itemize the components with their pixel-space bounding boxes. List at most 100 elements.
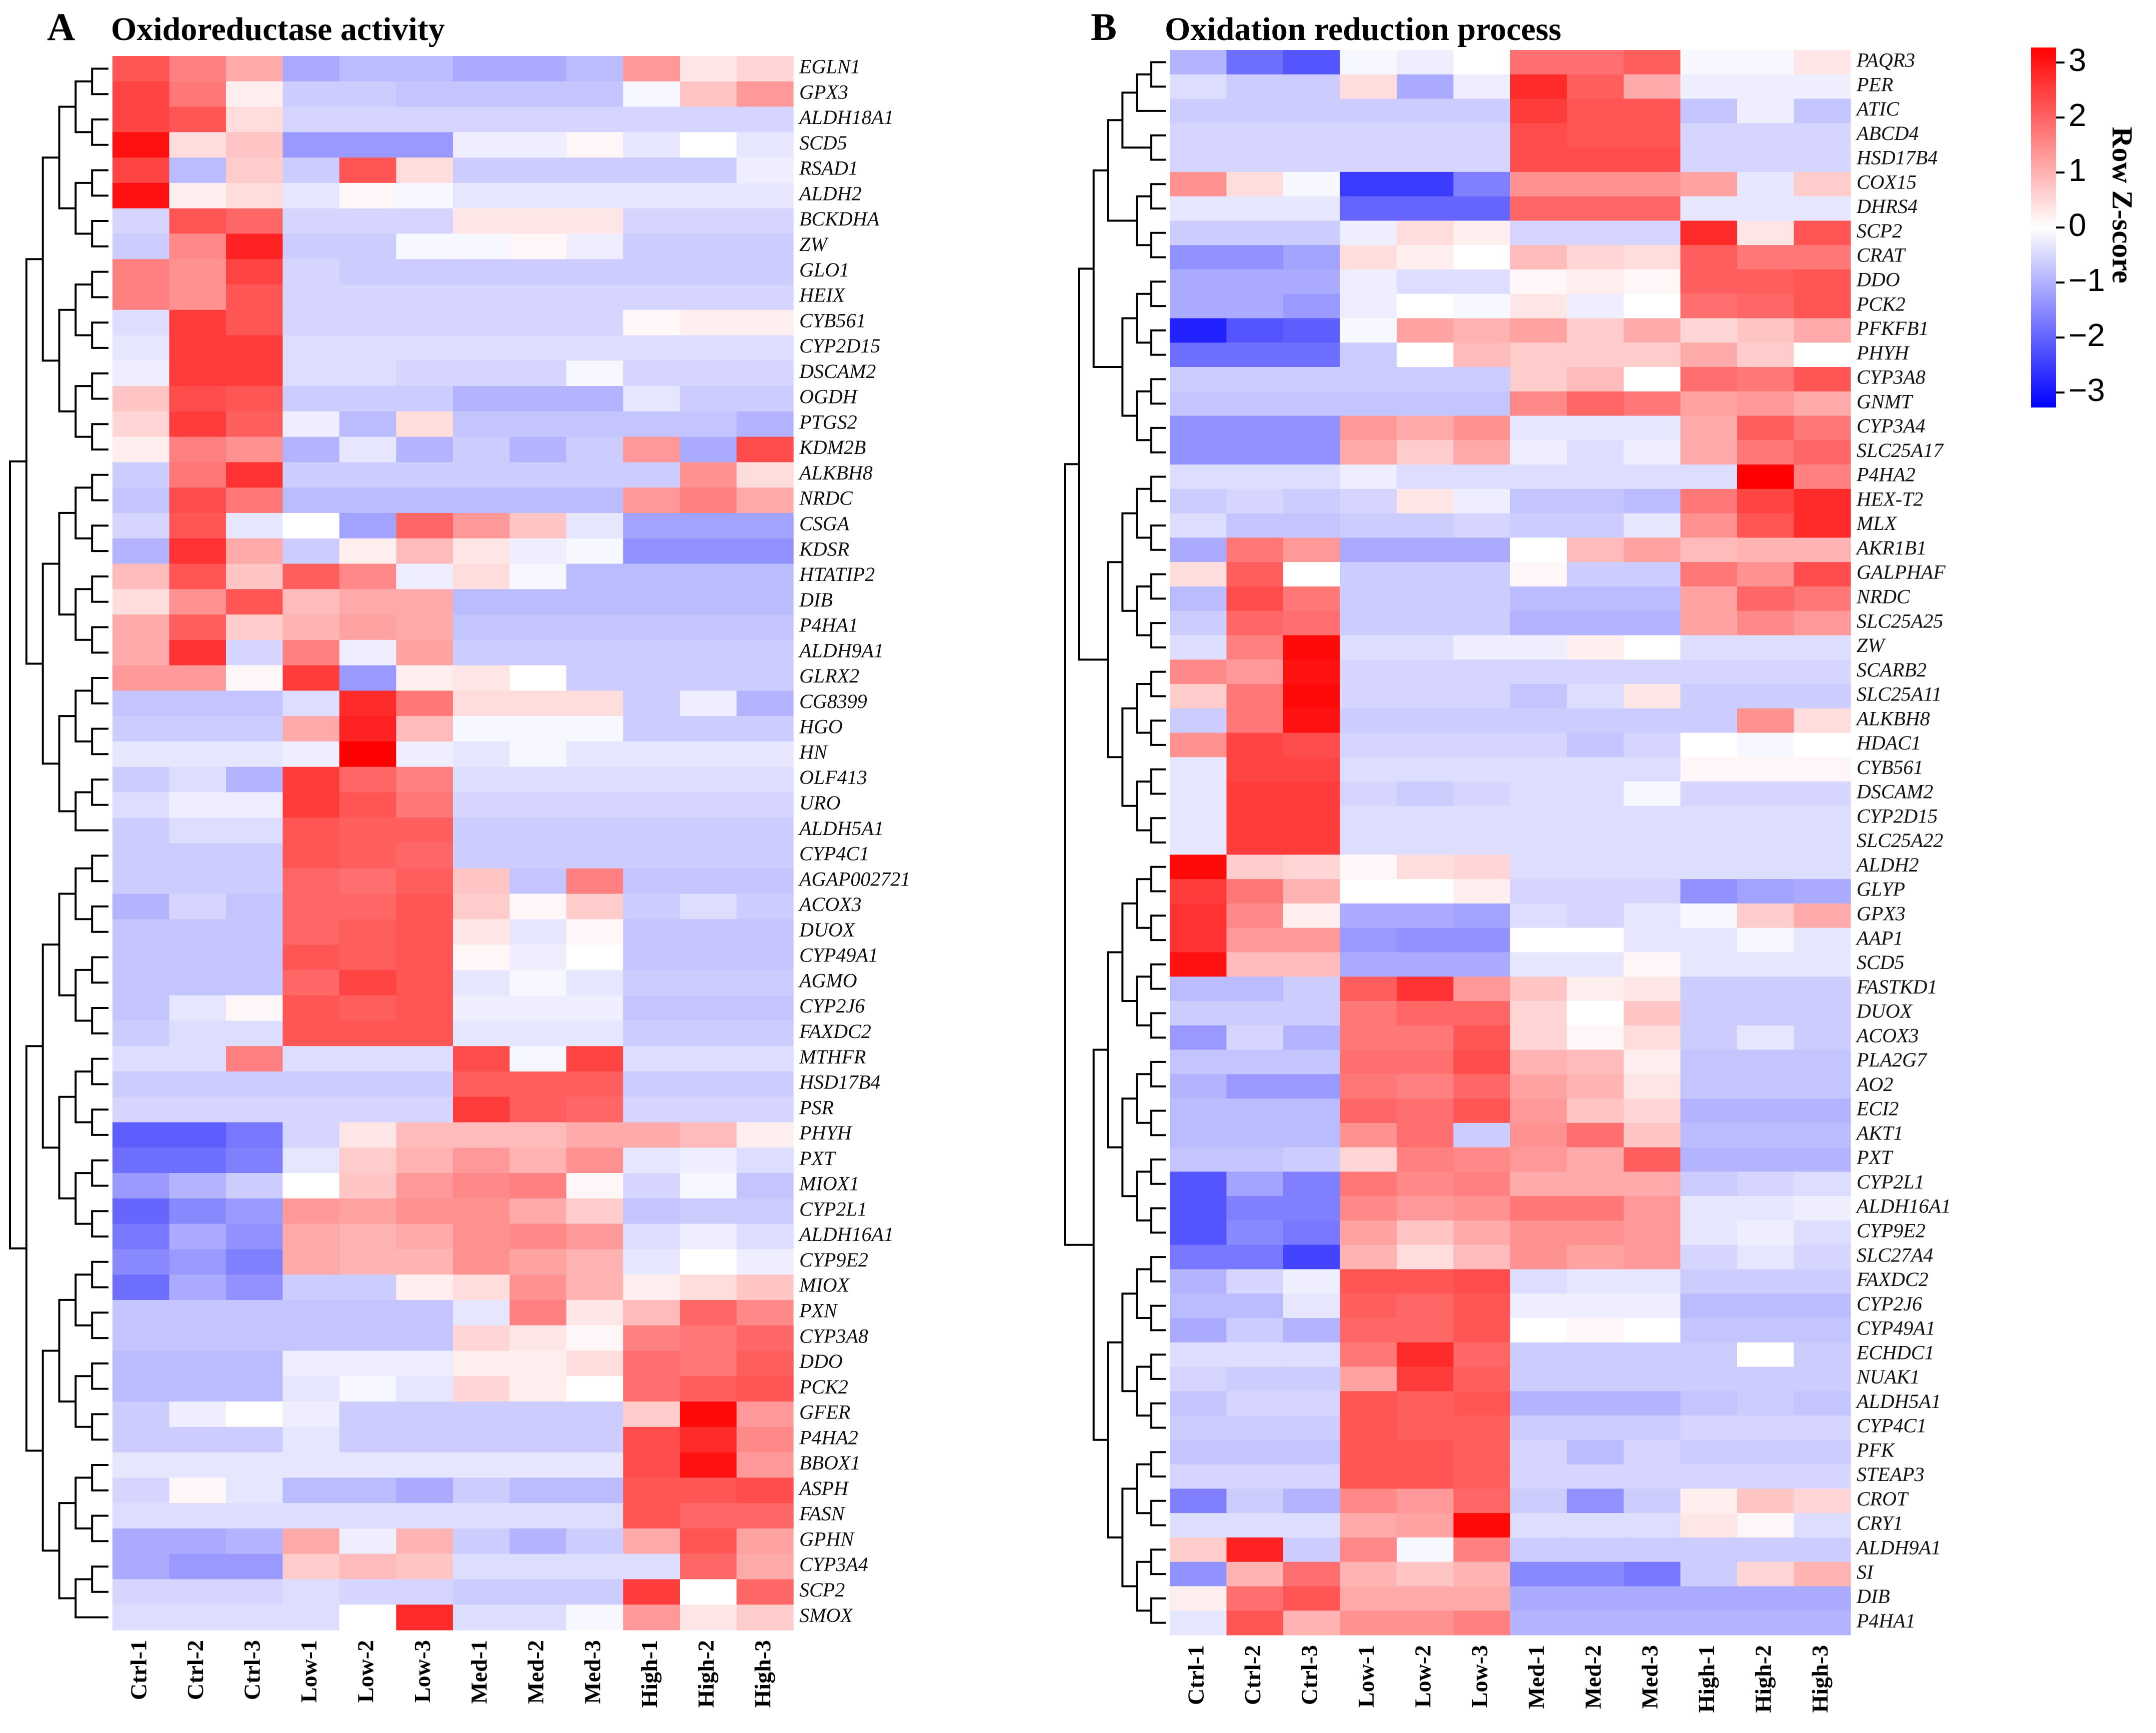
heatmap-cell [1737,1610,1795,1636]
dendrogram-branch [1121,1488,1137,1588]
heatmap-cell [1624,1562,1681,1587]
heatmap-cell [1397,1244,1454,1270]
gene-label: FASTKD1 [1856,976,1938,998]
gene-label: SMOX [799,1604,853,1626]
panel-a-column-labels: Ctrl-1 Ctrl-2 Ctrl-3 Low-1 Low-2 Low-3 Med-1 Me… [125,1640,775,1708]
heatmap-cell [339,614,397,640]
heatmap-cell [566,1224,624,1250]
heatmap-cell [169,1071,226,1098]
heatmap-cell [169,360,226,386]
heatmap-cell [1453,708,1511,734]
heatmap-cell [1453,1147,1511,1172]
heatmap-cell [1397,830,1454,855]
heatmap-cell [282,843,340,869]
heatmap-cell [453,411,510,438]
gene-label: ECI2 [1856,1098,1899,1120]
gene-label: HSD17B4 [1856,146,1938,169]
heatmap-cell [1226,1025,1284,1050]
dendrogram-branch [1121,1292,1137,1392]
dendrogram-branch [91,1260,108,1288]
heatmap-cell [680,1148,737,1174]
heatmap-cell [169,1478,226,1504]
heatmap-cell [339,690,397,716]
heatmap-cell [1170,1269,1227,1294]
gene-label: CYP3A4 [1857,414,1926,437]
heatmap-cell [1794,488,1851,514]
heatmap-cell [1794,635,1851,660]
heatmap-cell [1794,342,1851,368]
dendrogram-branch [1121,1098,1137,1198]
heatmap-cell [226,360,283,386]
heatmap-cell [1680,635,1738,660]
dendrogram-branch [1150,1158,1166,1185]
heatmap-cell [1453,464,1511,490]
heatmap-cell [1170,1464,1227,1489]
heatmap-cell [1283,1586,1341,1611]
heatmap-cell [1567,1440,1624,1465]
heatmap-cell [1226,952,1284,977]
heatmap-cell [226,1325,283,1352]
dendrogram-branch [1150,329,1166,356]
sample-label: High-2 [1750,1645,1776,1712]
heatmap-cell [1283,732,1341,758]
heatmap-cell [1340,318,1397,343]
heatmap-cell [1567,1416,1624,1440]
dendrogram-branch [1150,1060,1166,1088]
heatmap-cell [509,1554,567,1580]
heatmap-cell [1794,98,1851,124]
heatmap-cell [339,1173,397,1199]
heatmap-cell [1737,879,1795,904]
heatmap-cell [1510,245,1568,270]
heatmap-cell [396,894,453,920]
heatmap-cell [1340,635,1397,660]
heatmap-cell [1737,513,1795,538]
dendrogram-branch [1150,61,1166,88]
gene-label: CSGA [799,512,850,534]
heatmap-cell [169,995,226,1022]
heatmap-cell [1340,1172,1397,1196]
gene-label: PER [1856,73,1893,96]
heatmap-cell [1283,1122,1341,1148]
heatmap-cell [169,843,226,869]
heatmap-cell [1453,1269,1511,1294]
heatmap-cell [1624,1342,1681,1368]
heatmap-cell [1340,854,1397,880]
heatmap-cell [1567,610,1624,636]
heatmap-cell [1397,903,1454,928]
gene-label: P4HA1 [799,614,858,636]
heatmap-cell [1340,1147,1397,1172]
heatmap-cell [566,284,624,310]
heatmap-cell [1453,1464,1511,1489]
dendrogram-branch [91,322,108,349]
heatmap-cell [112,640,170,666]
heatmap-cell [1567,1610,1624,1636]
heatmap-cell [339,208,397,234]
heatmap-cell [1340,976,1397,1002]
heatmap-cell [169,208,226,234]
gene-label: GLO1 [799,258,849,281]
heatmap-cell [282,1020,340,1046]
heatmap-cell [1226,1001,1284,1026]
gene-label: ZW [799,233,829,256]
heatmap-cell [509,766,567,793]
heatmap-cell [566,614,624,640]
heatmap-cell [112,1046,170,1072]
heatmap-cell [1453,1537,1511,1562]
heatmap-cell [1567,172,1624,197]
dendrogram-branch [74,867,92,920]
dendrogram-branch [91,1007,108,1034]
heatmap-cell [1340,586,1397,612]
dendrogram-branch [1150,476,1166,502]
heatmap-cell [169,1274,226,1300]
heatmap-cell [1680,196,1738,221]
heatmap-cell [1510,148,1568,172]
heatmap-cell [1397,976,1454,1002]
gene-label: SLC25A25 [1857,610,1943,632]
heatmap-cell [1794,123,1851,148]
gene-label: HTATIP2 [799,563,875,586]
panel-b-column-labels: Ctrl-1 Ctrl-2 Ctrl-3 Low-1 Low-2 Low-3 Med-1 Me… [1183,1645,1833,1712]
heatmap-cell [1680,1172,1738,1196]
heatmap-cell [1510,806,1568,831]
heatmap-cell [1794,148,1851,172]
heatmap-cell [623,1528,680,1554]
